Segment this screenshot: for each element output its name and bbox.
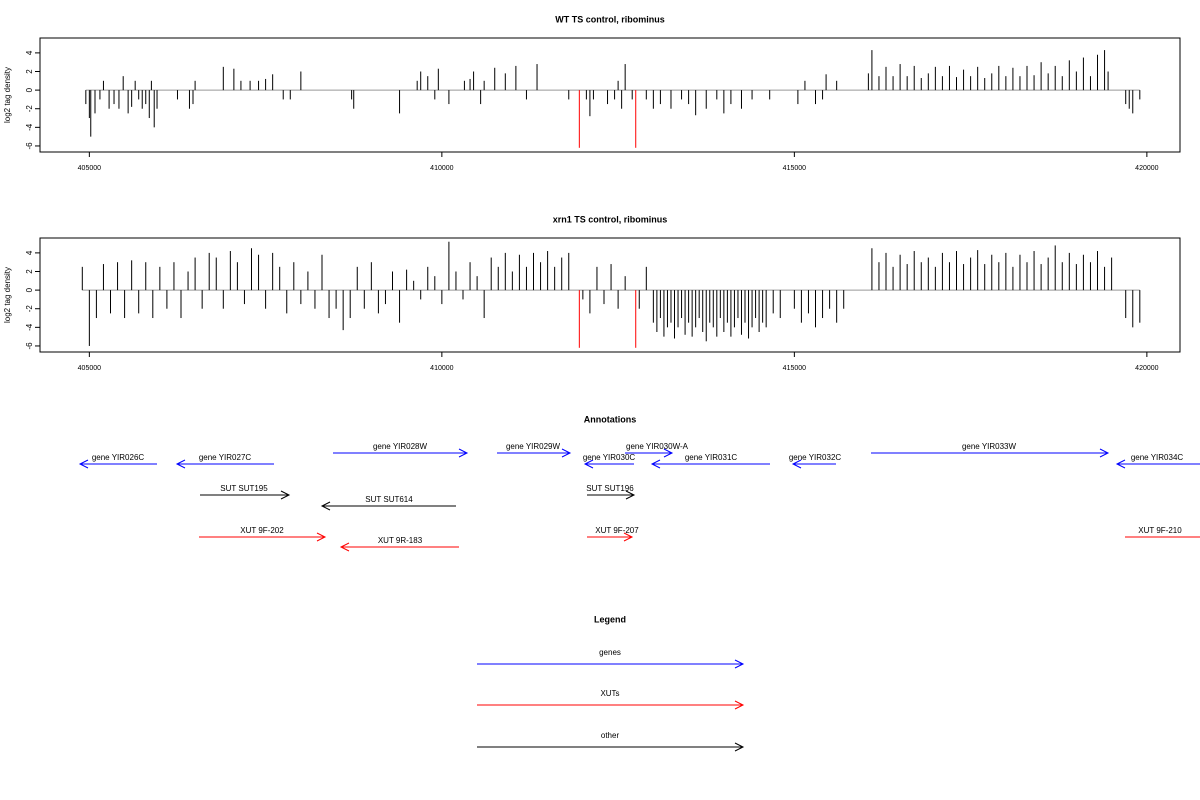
y-tick-label: 2 xyxy=(25,269,34,274)
x-tick-label: 415000 xyxy=(783,165,806,172)
feature-label: gene YIR030W-A xyxy=(626,442,689,451)
annotations-title: Annotations xyxy=(584,414,637,424)
y-tick-label: -2 xyxy=(25,305,34,313)
legend-label: XUTs xyxy=(600,689,619,698)
y-tick-label: -2 xyxy=(25,105,34,113)
feature-arrow-head xyxy=(1099,448,1110,458)
feature-arrow-head xyxy=(175,459,186,469)
y-tick-label: 2 xyxy=(25,69,34,74)
feature-label: SUT SUT196 xyxy=(586,484,634,493)
x-tick-label: 420000 xyxy=(1135,365,1158,372)
y-tick-label: 4 xyxy=(25,250,34,255)
legend-arrow-head xyxy=(734,700,745,710)
feature-label: gene YIR029W xyxy=(506,442,561,451)
feature-label: gene YIR027C xyxy=(199,453,252,462)
feature-arrow-head xyxy=(663,448,674,458)
feature-arrow-head xyxy=(458,448,469,458)
feature-label: XUT 9R-183 xyxy=(378,536,423,545)
feature-arrow-head xyxy=(625,490,636,500)
legend-title: Legend xyxy=(594,614,626,624)
plot-frame xyxy=(39,237,1181,353)
feature-label: XUT 9F-210 xyxy=(1138,526,1182,535)
feature-label: gene YIR034C xyxy=(1131,453,1184,462)
feature-arrow-head xyxy=(583,459,594,469)
y-axis-label: log2 tag density xyxy=(3,267,12,323)
feature-arrow-head xyxy=(623,532,634,542)
chart-title: WT TS control, ribominus xyxy=(555,14,665,24)
feature-arrow-head xyxy=(78,459,89,469)
x-tick-label: 410000 xyxy=(430,165,453,172)
y-tick-label: 0 xyxy=(25,287,34,292)
feature-label: SUT SUT614 xyxy=(365,495,413,504)
feature-arrow-head xyxy=(561,448,572,458)
feature-arrow-head xyxy=(316,532,327,542)
feature-label: gene YIR030C xyxy=(583,453,636,462)
legend-label: other xyxy=(601,731,620,740)
feature-label: gene YIR026C xyxy=(92,453,145,462)
feature-label: gene YIR031C xyxy=(685,453,738,462)
plot-frame xyxy=(39,37,1181,153)
feature-arrow-head xyxy=(1115,459,1126,469)
feature-label: XUT 9F-202 xyxy=(240,526,284,535)
legend-arrow-head xyxy=(734,659,745,669)
feature-arrow-head xyxy=(280,490,291,500)
y-tick-label: -6 xyxy=(25,142,34,150)
feature-label: SUT SUT195 xyxy=(220,484,268,493)
feature-label: XUT 9F-207 xyxy=(595,526,639,535)
feature-label: gene YIR032C xyxy=(789,453,842,462)
feature-label: gene YIR033W xyxy=(962,442,1017,451)
feature-label: gene YIR028W xyxy=(373,442,428,451)
chart-title: xrn1 TS control, ribominus xyxy=(553,214,668,224)
y-tick-label: 0 xyxy=(25,87,34,92)
feature-arrow-head xyxy=(650,459,661,469)
x-tick-label: 415000 xyxy=(783,365,806,372)
legend-arrow-head xyxy=(734,742,745,752)
feature-arrow-head xyxy=(339,542,350,552)
y-tick-label: 4 xyxy=(25,50,34,55)
x-tick-label: 420000 xyxy=(1135,165,1158,172)
x-tick-label: 405000 xyxy=(78,165,101,172)
y-tick-label: -4 xyxy=(25,123,34,131)
x-tick-label: 410000 xyxy=(430,365,453,372)
legend-label: genes xyxy=(599,648,621,657)
y-tick-label: -6 xyxy=(25,342,34,350)
feature-arrow-head xyxy=(791,459,802,469)
y-tick-label: -4 xyxy=(25,323,34,331)
y-axis-label: log2 tag density xyxy=(3,67,12,123)
feature-arrow-head xyxy=(320,501,331,511)
x-tick-label: 405000 xyxy=(78,365,101,372)
